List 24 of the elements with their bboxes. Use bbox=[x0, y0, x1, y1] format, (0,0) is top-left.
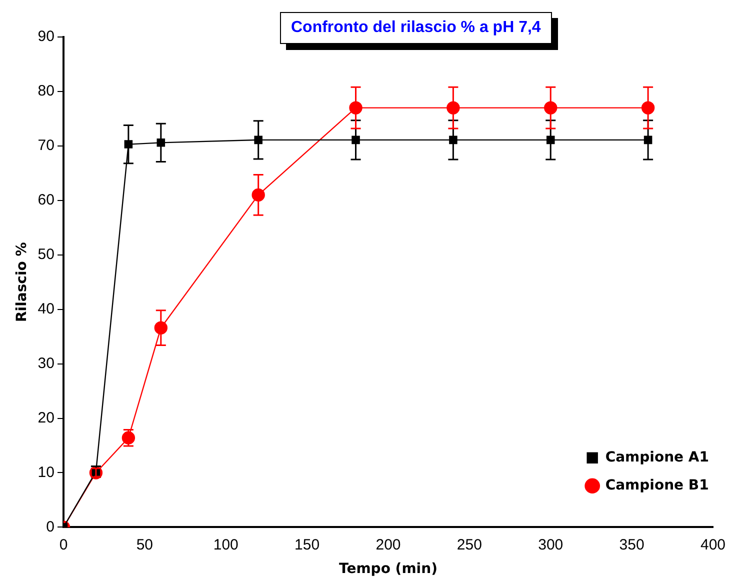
y-tick-label: 80 bbox=[38, 82, 54, 100]
y-tick-label: 30 bbox=[38, 354, 54, 372]
chart-title: Confronto del rilascio % a pH 7,4 bbox=[280, 12, 552, 44]
y-tick-label: 50 bbox=[38, 246, 54, 264]
y-tick-label: 90 bbox=[38, 28, 54, 46]
x-tick-label: 250 bbox=[456, 536, 482, 554]
x-tick-label: 300 bbox=[538, 536, 564, 554]
x-tick-label: 400 bbox=[700, 536, 726, 554]
y-tick-label: 70 bbox=[38, 137, 54, 154]
x-axis-title: Tempo (min) bbox=[339, 561, 438, 578]
legend-label: Campione A1 bbox=[605, 450, 710, 466]
x-tick-label: 350 bbox=[619, 536, 644, 554]
y-tick-label: 60 bbox=[38, 192, 54, 209]
x-tick-label: 50 bbox=[136, 536, 154, 554]
x-tick-label: 100 bbox=[213, 536, 238, 554]
y-axis-title: Rilascio % bbox=[14, 242, 30, 322]
x-tick-label: 200 bbox=[376, 536, 401, 554]
x-tick-label: 0 bbox=[59, 536, 68, 554]
y-tick-label: 40 bbox=[38, 300, 54, 318]
y-tick-label: 10 bbox=[38, 464, 54, 481]
legend-label: Campione B1 bbox=[605, 478, 709, 494]
x-tick-label: 150 bbox=[294, 536, 320, 554]
y-tick-label: 0 bbox=[46, 518, 54, 536]
y-tick-label: 20 bbox=[38, 409, 54, 426]
